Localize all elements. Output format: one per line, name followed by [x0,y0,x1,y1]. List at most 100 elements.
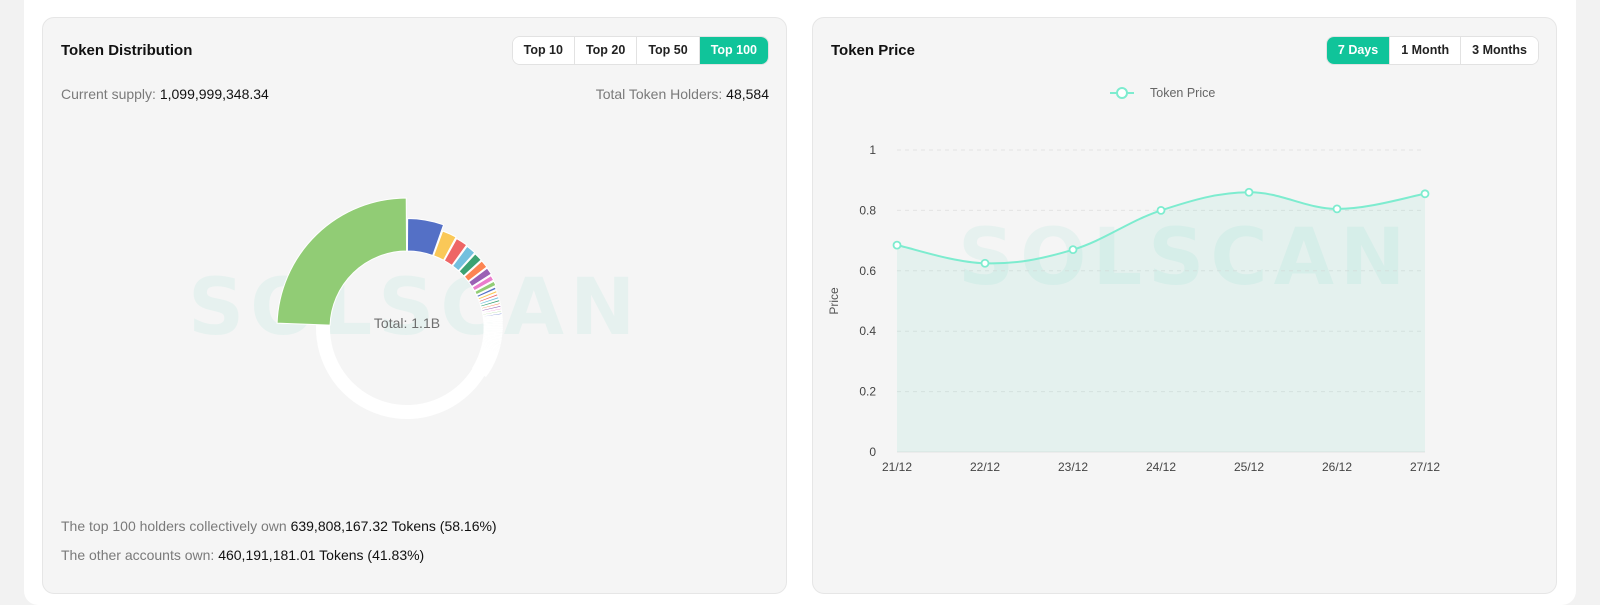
tab-top-100[interactable]: Top 100 [699,37,768,64]
y-tick-label: 0.4 [859,324,876,338]
donut-slice-holder-15[interactable] [480,299,501,308]
donut-slice-holder-2[interactable] [406,218,445,256]
donut-slice-holder-46[interactable] [480,348,499,355]
donut-slice-holder-44[interactable] [480,347,499,353]
x-tick-label: 27/12 [1410,460,1440,474]
price-point[interactable] [1332,204,1342,214]
donut-slice-holder-11[interactable] [476,286,497,298]
donut-center-label: Total: 1.1B [374,315,440,331]
donut-slice-holder-12[interactable] [477,290,498,301]
donut-slice-holder-19[interactable] [482,310,503,316]
chart-legend[interactable]: Token Price [1110,86,1215,100]
donut-slice-holder-38[interactable] [482,341,501,346]
price-point[interactable] [1156,205,1166,215]
donut-slice-holder-8[interactable] [468,267,492,287]
token-distribution-title: Token Distribution [61,42,193,59]
token-price-title: Token Price [831,42,915,59]
y-tick-label: 1 [869,143,876,157]
donut-slice-holder-5[interactable] [452,245,476,272]
token-price-card: SOLSCAN Token Price 7 Days 1 Month 3 Mon… [812,17,1557,594]
tab-top-50[interactable]: Top 50 [637,37,700,64]
donut-slice-holder-10[interactable] [474,280,497,296]
donut-slice-holder-43[interactable] [481,346,500,352]
y-axis-label: Price [827,287,841,315]
price-point[interactable] [1420,189,1430,199]
top-holders-summary: The top 100 holders collectively own 639… [61,518,497,534]
donut-slice-holder-37[interactable] [482,340,501,345]
price-point[interactable] [892,240,902,250]
donut-slice-holder-47[interactable] [480,349,498,356]
legend-marker-icon [1116,87,1128,99]
supply-row: Current supply: 1,099,999,348.34 Total T… [61,86,769,102]
other-accounts-summary: The other accounts own: 460,191,181.01 T… [61,547,424,563]
holders-range-tabs: Top 10 Top 20 Top 50 Top 100 [511,36,769,65]
donut-slice-holder-30[interactable] [483,331,503,334]
tab-1-month[interactable]: 1 Month [1390,37,1462,64]
donut-slice-holder-50[interactable] [479,351,497,359]
donut-slice-holder-100[interactable] [472,367,487,377]
donut-slice-holder-36[interactable] [482,339,502,343]
donut-slice-holder-16[interactable] [480,302,501,310]
donut-slice-holder-27[interactable] [483,326,503,329]
donut-slice-holder-6[interactable] [458,253,482,277]
donut-slice-holder-52[interactable] [479,353,497,360]
donut-slice-holder-42[interactable] [481,345,500,351]
donut-slice-holder-25[interactable] [483,323,503,326]
donut-slice-holder-51[interactable] [479,352,497,360]
donut-slice-holder-9[interactable] [471,275,495,292]
total-holders: Total Token Holders: 48,584 [596,86,769,102]
donut-slice-holder-34[interactable] [482,336,502,341]
donut-slice-holder-22[interactable] [483,317,503,321]
current-supply-value: 1,099,999,348.34 [159,86,269,102]
donut-slice-holder-32[interactable] [483,334,503,338]
current-supply-label: Current supply: [61,86,156,102]
donut-slice-holder-29[interactable] [483,330,503,333]
donut-slice-holder-49[interactable] [479,351,498,358]
legend-label: Token Price [1150,86,1215,100]
x-tick-label: 25/12 [1234,460,1264,474]
y-tick-label: 0.2 [859,385,876,399]
donut-slice-holder-7[interactable] [463,260,488,282]
other-accounts-text: The other accounts own: [61,547,215,563]
donut-slice-holder-35[interactable] [482,337,502,342]
donut-slice-holder-40[interactable] [481,343,501,349]
top-holders-value: 639,808,167.32 Tokens (58.16%) [290,518,497,534]
donut-slice-holder-41[interactable] [481,344,500,350]
donut-slice-holder-3[interactable] [433,230,457,261]
donut-slice-holder-26[interactable] [483,325,503,328]
price-range-tabs: 7 Days 1 Month 3 Months [1325,36,1539,65]
tab-7-days[interactable]: 7 Days [1326,37,1391,64]
donut-slice-holder-31[interactable] [483,332,503,336]
donut-slice-holder-24[interactable] [483,321,503,325]
y-tick-label: 0 [869,445,876,459]
top-holders-text: The top 100 holders collectively own [61,518,287,534]
donut-slice-holder-17[interactable] [481,304,502,312]
token-distribution-donut-chart: Total: 1.1B [276,197,503,420]
donut-slice-holder-48[interactable] [479,350,498,357]
x-tick-label: 26/12 [1322,460,1352,474]
current-supply: Current supply: 1,099,999,348.34 [61,86,269,102]
donut-slice-holder-45[interactable] [480,347,499,354]
token-distribution-card: SOLSCAN Token Distribution Top 10 Top 20… [42,17,787,594]
donut-slice-holder-21[interactable] [482,315,503,320]
tab-top-20[interactable]: Top 20 [574,37,638,64]
donut-slice-holder-39[interactable] [482,342,501,347]
price-point[interactable] [1244,187,1254,197]
price-point[interactable] [980,258,990,268]
tab-3-months[interactable]: 3 Months [1461,37,1538,64]
donut-slice-holder-23[interactable] [483,319,503,323]
donut-slice-holder-20[interactable] [482,312,503,318]
donut-slice-holder-28[interactable] [483,328,503,331]
y-tick-label: 0.6 [859,264,876,278]
donut-slice-holder-13[interactable] [478,293,499,303]
donut-slice-holder-14[interactable] [479,296,500,306]
tab-top-10[interactable]: Top 10 [512,37,575,64]
x-tick-label: 24/12 [1146,460,1176,474]
donut-slice-holder-4[interactable] [443,238,468,266]
x-tick-label: 22/12 [970,460,1000,474]
donut-slice-holder-33[interactable] [483,335,502,339]
donut-slice-holder-18[interactable] [481,307,502,314]
price-point[interactable] [1068,245,1078,255]
donut-slice-other-accounts[interactable] [315,324,485,420]
donut-slice-holder-1[interactable] [276,197,408,326]
